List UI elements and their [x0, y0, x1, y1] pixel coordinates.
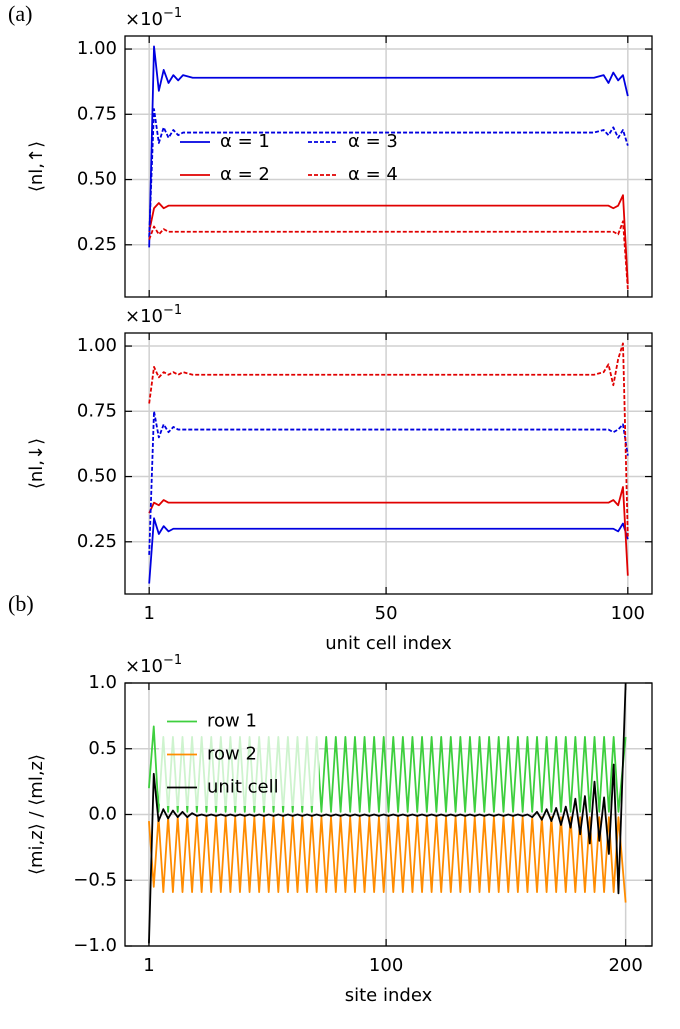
- axes-frame: [124, 332, 653, 595]
- x-tick-label: 1: [143, 955, 154, 976]
- axes-frame: [124, 682, 653, 947]
- y-tick-label: 0.75: [77, 103, 117, 124]
- offset-base: ×10: [125, 9, 163, 30]
- x-axis-label: site index: [345, 985, 433, 1006]
- y-tick-label: 0.25: [77, 531, 117, 552]
- offset-text: ×10−1: [125, 653, 182, 678]
- offset-exponent: −1: [163, 653, 182, 668]
- y-tick-label: 1.00: [77, 335, 117, 356]
- legend-label: α = 3: [348, 131, 398, 152]
- series-group: [148, 45, 629, 290]
- y-tick-label: 0.25: [77, 234, 117, 255]
- panel-label: (b): [8, 591, 34, 616]
- x-tick-label: 1: [143, 603, 154, 624]
- y-tick-label: 0.5: [88, 738, 117, 759]
- legend-label: α = 1: [220, 131, 270, 152]
- series-line: [148, 517, 629, 584]
- series-line: [148, 194, 629, 284]
- offset-text: ×10−1: [125, 303, 182, 328]
- series-line: [148, 816, 627, 903]
- y-axis-label: ⟨nl,↓⟩: [26, 438, 47, 489]
- x-tick-label: 200: [608, 955, 642, 976]
- y-axis-label: ⟨nl,↑⟩: [26, 141, 47, 192]
- offset-exponent: −1: [163, 6, 182, 21]
- legend-box: [159, 701, 319, 806]
- series-line: [148, 683, 627, 944]
- series-line: [148, 486, 629, 576]
- y-axis-label: ⟨mi,z⟩ / ⟨ml,z⟩: [26, 754, 47, 875]
- x-axis-label: unit cell index: [325, 633, 452, 654]
- offset-base: ×10: [125, 656, 163, 677]
- series-line: [148, 220, 629, 290]
- x-tick-label: 100: [369, 955, 403, 976]
- series-line: [148, 108, 629, 238]
- legend-label: unit cell: [207, 777, 279, 798]
- series-line: [148, 410, 629, 555]
- panel: −1.0 −0.5 0.0 0.5 1.0 1 100 200 ×10−1 ⟨mi,z⟩ / ⟨m…: [26, 653, 653, 1006]
- y-tick-label: 0.0: [88, 804, 117, 825]
- y-tick-label: −1.0: [73, 935, 117, 956]
- series-line: [148, 45, 629, 248]
- y-tick-label: 0.50: [77, 466, 117, 487]
- offset-exponent: −1: [163, 303, 182, 318]
- y-tick-label: 1.0: [88, 672, 117, 693]
- axes-frame: [124, 35, 653, 298]
- offset-text: ×10−1: [125, 6, 182, 31]
- series-group: [148, 342, 629, 584]
- offset-base: ×10: [125, 306, 163, 327]
- y-tick-label: −0.5: [73, 869, 117, 890]
- panel: 0.25 0.50 0.75 1.00 1 50 100 ×10−1 ⟨nl,↓⟩ unit ce…: [26, 303, 653, 654]
- x-tick-label: 50: [375, 603, 398, 624]
- panel: 0.25 0.50 0.75 1.00 ×10−1 ⟨nl,↑⟩ α = 1 α = 2 α =…: [26, 6, 653, 298]
- y-tick-label: 1.00: [77, 38, 117, 59]
- y-tick-label: 0.50: [77, 169, 117, 190]
- legend-label: α = 4: [348, 164, 398, 185]
- legend-label: row 1: [207, 711, 257, 732]
- series-line: [148, 342, 629, 537]
- legend-label: row 2: [207, 744, 257, 765]
- y-tick-label: 0.75: [77, 400, 117, 421]
- panel-label: (a): [8, 1, 32, 26]
- legend-label: α = 2: [220, 164, 270, 185]
- x-tick-label: 100: [611, 603, 645, 624]
